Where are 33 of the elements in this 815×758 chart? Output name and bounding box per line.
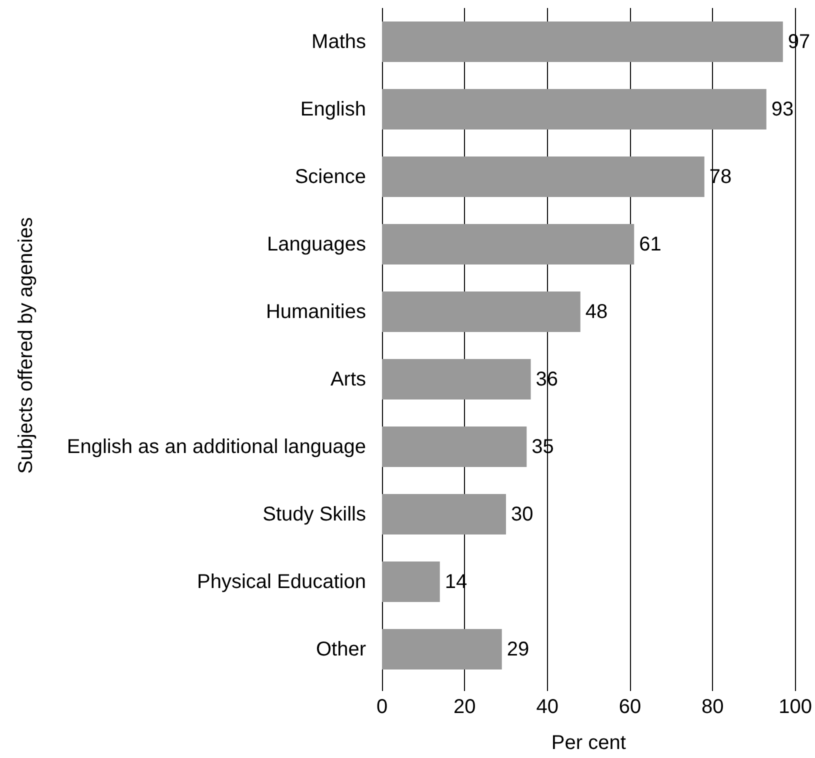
bar: [382, 426, 527, 467]
bar: [382, 562, 440, 602]
x-axis-title: Per cent: [551, 732, 626, 754]
bar: [382, 629, 502, 670]
data-label: 61: [639, 233, 662, 256]
bar: [382, 224, 634, 264]
x-tick-label: 40: [536, 696, 558, 718]
x-tick-label: 100: [778, 696, 812, 718]
x-tick-label: 0: [376, 696, 388, 718]
y-tick-label: Maths: [312, 30, 366, 53]
y-tick-label: Languages: [267, 233, 366, 256]
bar: [382, 22, 783, 62]
data-label: 30: [510, 503, 534, 526]
y-tick-label: Study Skills: [262, 503, 366, 526]
y-tick-label: Science: [294, 166, 366, 188]
bar: [382, 89, 766, 130]
x-tick-label: 60: [618, 696, 642, 718]
data-label: 48: [585, 300, 608, 323]
x-tick-label: 20: [454, 696, 476, 718]
x-tick-label: 80: [702, 696, 724, 718]
y-tick-label: Arts: [330, 368, 366, 390]
y-tick-label: English as an additional language: [66, 436, 366, 458]
bar: [382, 156, 704, 197]
bar: [382, 359, 531, 400]
y-tick-label: English: [300, 98, 366, 120]
bar: [382, 494, 506, 534]
y-tick-label: Humanities: [266, 300, 366, 323]
data-label: 93: [771, 98, 794, 120]
y-tick-label: Physical Education: [197, 570, 366, 593]
y-axis-title: Subjects offered by agencies: [15, 217, 37, 474]
y-tick-label: Other: [316, 638, 366, 660]
bar: [382, 292, 580, 332]
data-label: 29: [506, 638, 530, 660]
